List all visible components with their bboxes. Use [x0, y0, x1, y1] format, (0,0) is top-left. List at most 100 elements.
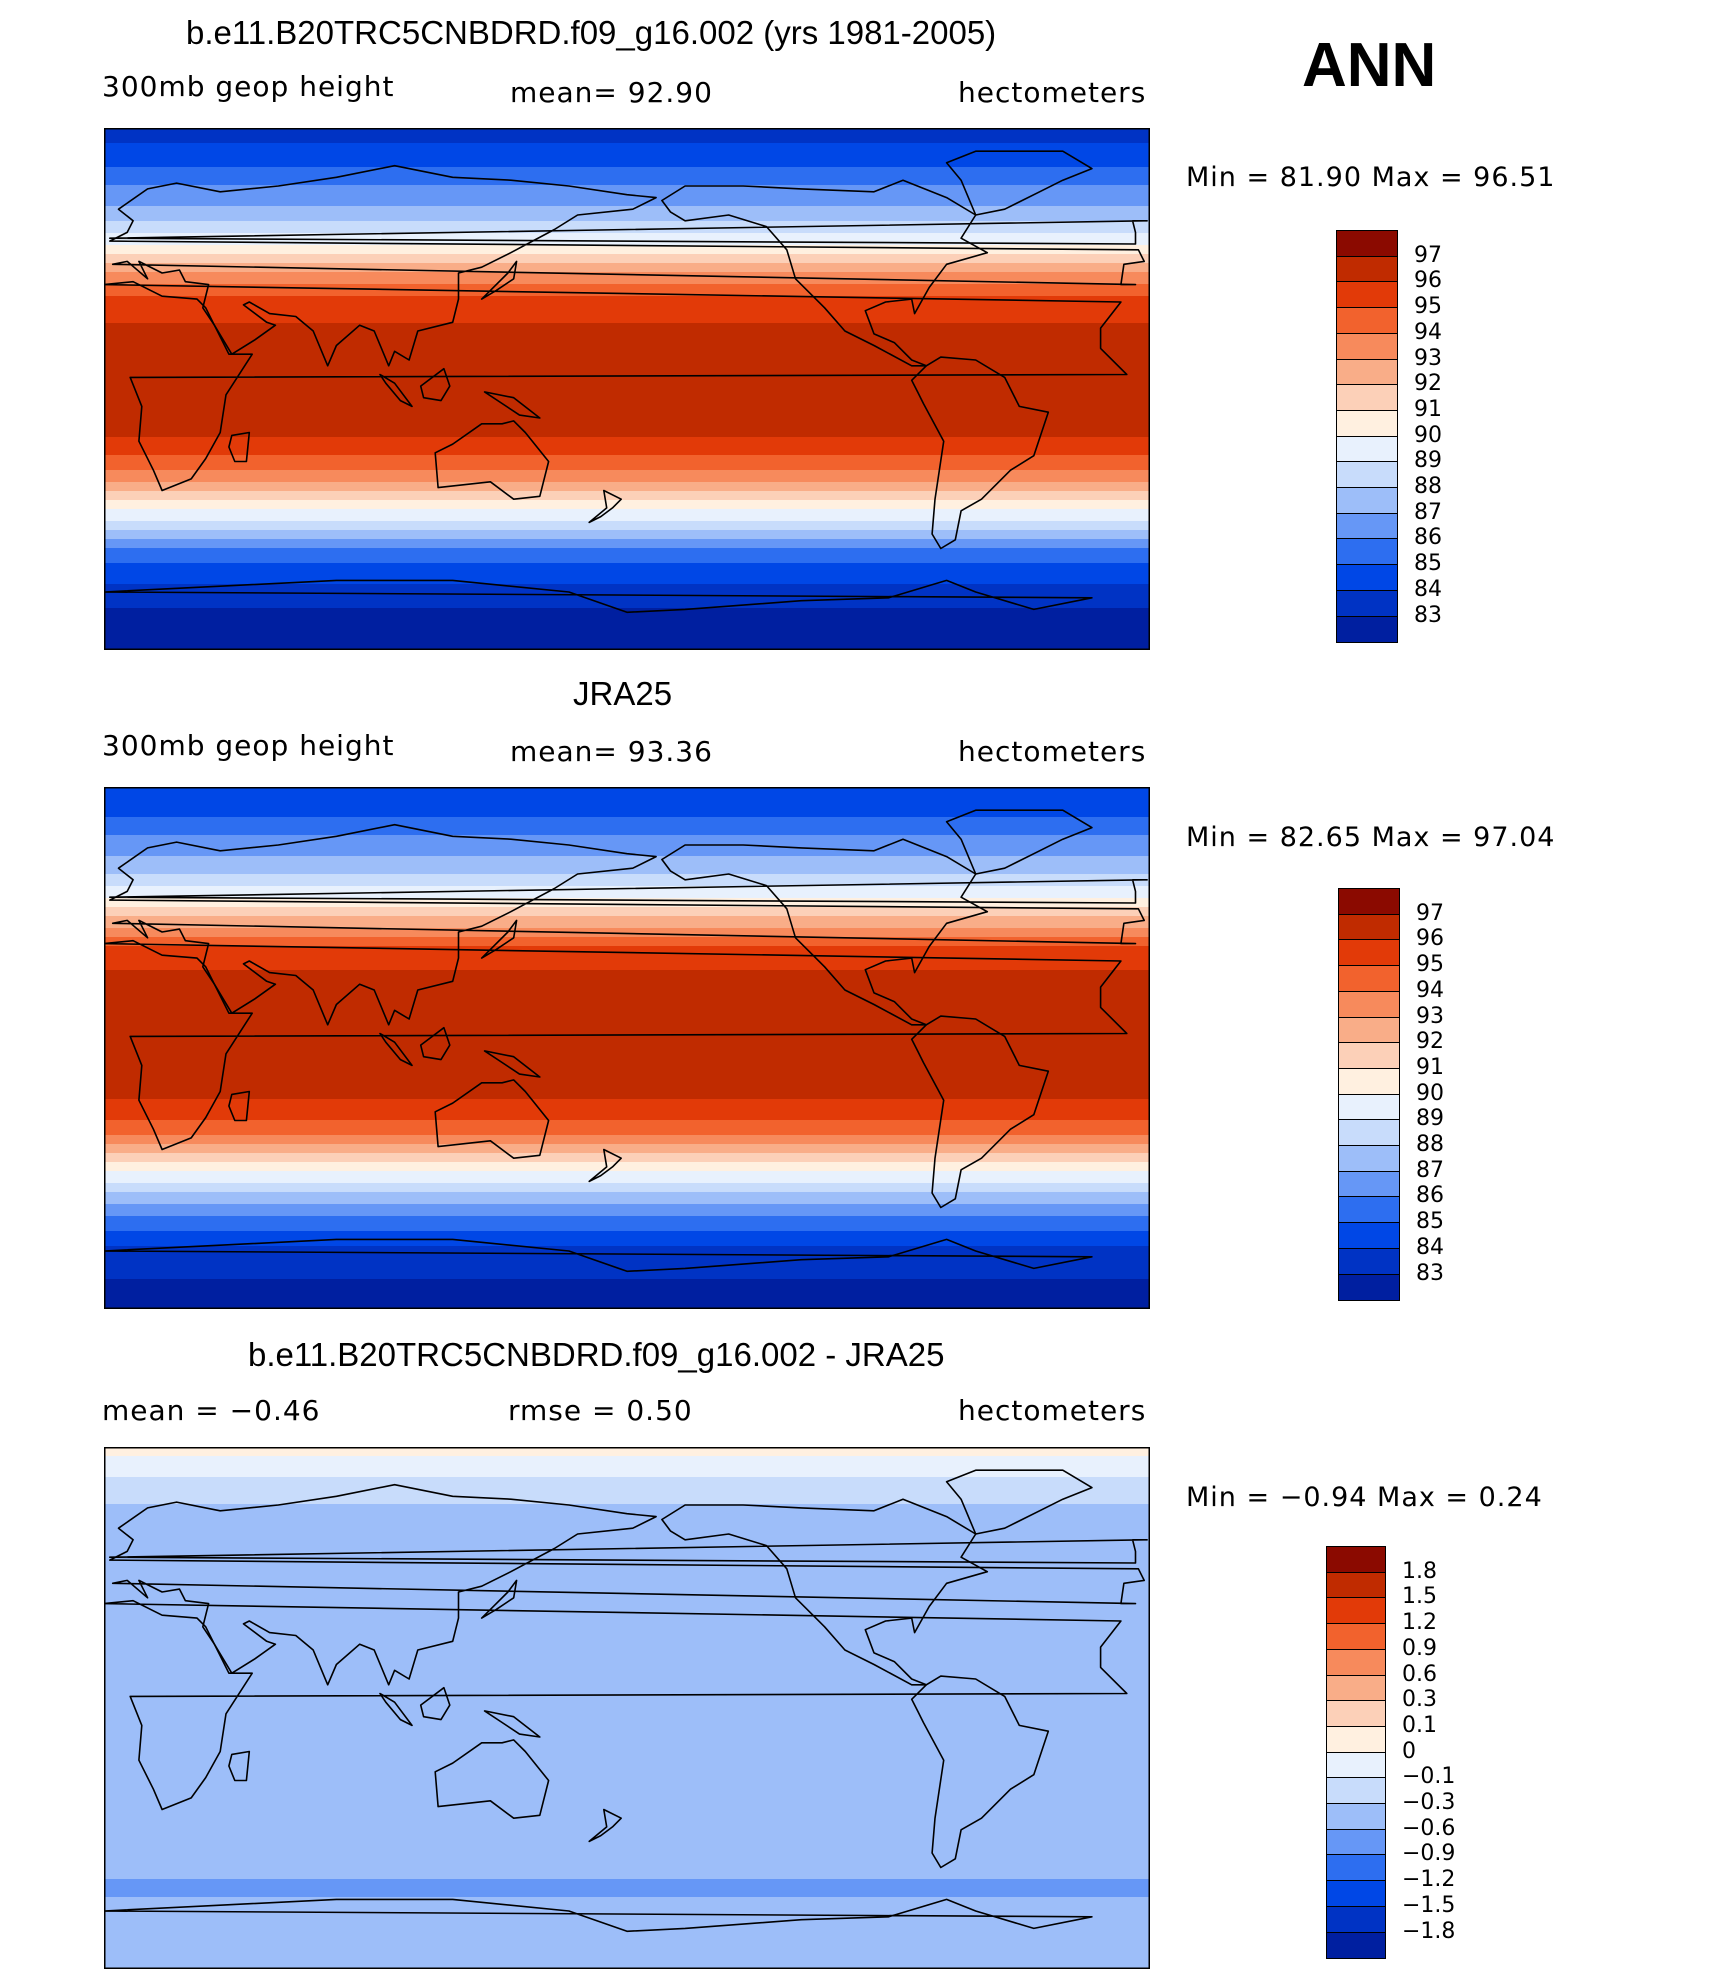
contour-band — [104, 1303, 1150, 1307]
contour-band — [104, 1564, 1150, 1568]
contour-band — [104, 620, 1150, 624]
contour-band — [104, 790, 1150, 794]
contour-band — [104, 1492, 1150, 1496]
contour-band — [104, 1876, 1150, 1880]
contour-band — [104, 1159, 1150, 1163]
colorbar-label: 92 — [1416, 1029, 1444, 1055]
contour-band — [104, 1744, 1150, 1748]
contour-band — [104, 512, 1150, 516]
colorbar-swatch — [1326, 1777, 1386, 1804]
colorbar-swatch — [1336, 332, 1398, 360]
contour-band — [104, 1513, 1150, 1517]
panel-3-left-label: mean = −0.46 — [102, 1394, 321, 1427]
contour-band — [104, 1294, 1150, 1298]
colorbar-swatch — [1338, 888, 1400, 915]
contour-band — [104, 1918, 1150, 1922]
contour-band — [104, 1660, 1150, 1664]
contour-band — [104, 1576, 1150, 1580]
contour-band — [104, 1174, 1150, 1178]
contour-band — [104, 1150, 1150, 1154]
contour-band — [104, 1714, 1150, 1718]
contour-band — [104, 221, 1150, 225]
contour-band — [104, 626, 1150, 630]
contour-band — [104, 970, 1150, 974]
colorbar-label: 97 — [1416, 900, 1444, 926]
contour-band — [104, 904, 1150, 908]
colorbar-swatch — [1326, 1905, 1386, 1933]
contour-band — [104, 434, 1150, 438]
contour-band — [104, 1219, 1150, 1223]
contour-band — [104, 1765, 1150, 1769]
colorbar-swatch — [1338, 1016, 1400, 1044]
contour-band — [104, 1870, 1150, 1874]
contour-band — [104, 455, 1150, 459]
contour-band — [104, 889, 1150, 893]
contour-band — [104, 1597, 1150, 1601]
coastline — [434, 1739, 550, 1820]
contour-band — [104, 524, 1150, 528]
contour-band — [104, 1285, 1150, 1289]
contour-band — [104, 1480, 1150, 1484]
contour-band — [104, 380, 1150, 384]
contour-band — [104, 1837, 1150, 1841]
contour-band — [104, 1153, 1150, 1157]
contour-band — [104, 332, 1150, 336]
contour-band — [104, 359, 1150, 363]
contour-band — [104, 428, 1150, 432]
contour-band — [104, 644, 1150, 648]
contour-band — [104, 982, 1150, 986]
contour-band — [104, 242, 1150, 246]
colorbar-label: 83 — [1414, 602, 1442, 628]
contour-band — [104, 1855, 1150, 1859]
contour-band — [104, 877, 1150, 881]
panel-1-title: b.e11.B20TRC5CNBDRD.f09_g16.002 (yrs 198… — [186, 14, 997, 51]
contour-band — [104, 425, 1150, 429]
contour-band — [104, 1621, 1150, 1625]
contour-band — [104, 1204, 1150, 1208]
contour-band — [104, 1087, 1150, 1091]
colorbar-swatch — [1338, 1222, 1400, 1249]
contour-band — [104, 811, 1150, 815]
contour-band — [104, 1198, 1150, 1202]
colorbar-swatch — [1326, 1623, 1386, 1650]
colorbar-swatch — [1326, 1803, 1386, 1830]
contour-band — [104, 590, 1150, 594]
contour-band — [104, 925, 1150, 929]
contour-band — [104, 560, 1150, 564]
contour-band — [104, 1894, 1150, 1898]
colorbar-label: 0.1 — [1402, 1712, 1437, 1738]
contour-band — [104, 907, 1150, 911]
contour-band — [104, 1504, 1150, 1508]
contour-band — [104, 491, 1150, 495]
contour-band — [104, 946, 1150, 950]
colorbar-label: 90 — [1416, 1080, 1444, 1106]
contour-band — [104, 814, 1150, 818]
contour-band — [104, 1258, 1150, 1262]
colorbar-label: 85 — [1416, 1209, 1444, 1235]
contour-band — [104, 1081, 1150, 1085]
contour-band — [104, 521, 1150, 525]
contour-band — [104, 545, 1150, 549]
contour-band — [104, 1471, 1150, 1475]
coastline — [588, 1148, 623, 1183]
contour-band — [104, 452, 1150, 456]
panel-2-left-label: 300mb geop height — [102, 729, 395, 762]
contour-band — [104, 149, 1150, 153]
contour-band — [104, 1036, 1150, 1040]
contour-band — [104, 1555, 1150, 1559]
contour-band — [104, 1645, 1150, 1649]
contour-band — [104, 985, 1150, 989]
colorbar-swatch — [1338, 1042, 1400, 1069]
contour-band — [104, 1213, 1150, 1217]
contour-band — [104, 1582, 1150, 1586]
contour-band — [104, 302, 1150, 306]
contour-band — [104, 551, 1150, 555]
colorbar-label: 96 — [1414, 268, 1442, 294]
contour-band — [104, 1468, 1150, 1472]
contour-band — [104, 1141, 1150, 1145]
contour-band — [104, 1042, 1150, 1046]
contour-band — [104, 1948, 1150, 1952]
colorbar-swatch — [1326, 1700, 1386, 1727]
colorbar-swatch — [1338, 913, 1400, 941]
panel-3-map — [104, 1447, 1150, 1969]
